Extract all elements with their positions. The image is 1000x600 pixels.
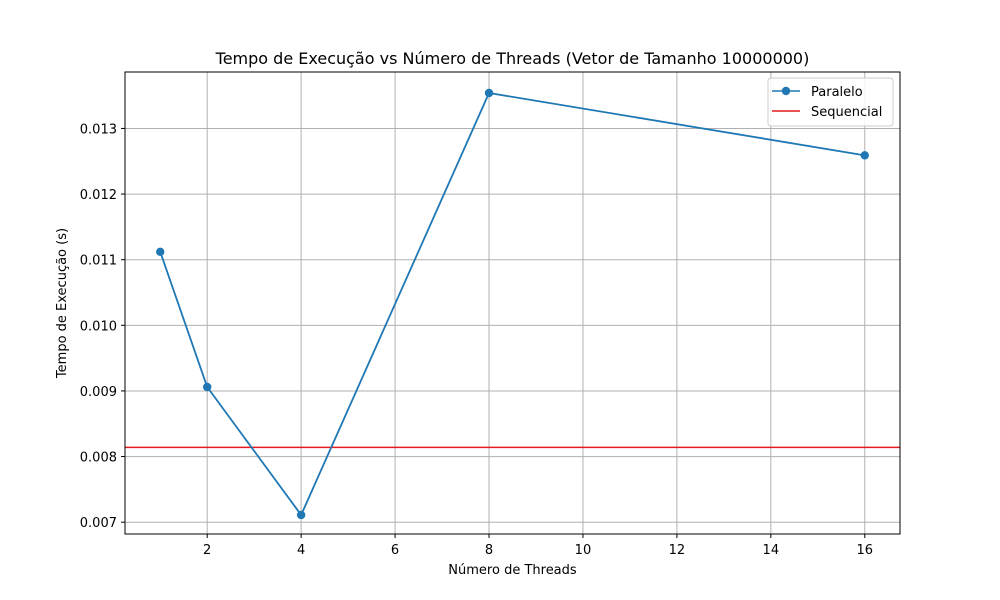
x-tick-label: 16 <box>856 543 873 558</box>
x-axis-ticks: 2 4 6 8 10 12 14 16 <box>203 534 873 558</box>
x-tick-label: 2 <box>203 543 211 558</box>
y-axis-ticks: 0.007 0.008 0.009 0.010 0.011 0.012 0.013 <box>80 122 125 531</box>
x-tick-label: 10 <box>575 543 592 558</box>
paralelo-point <box>296 510 306 520</box>
plot-frame <box>124 71 901 535</box>
legend-label-paralelo: Paralelo <box>811 85 863 100</box>
x-tick-label: 12 <box>669 543 686 558</box>
y-tick-label: 0.010 <box>80 319 117 334</box>
y-tick-label: 0.007 <box>80 516 117 531</box>
y-tick-label: 0.009 <box>80 385 117 400</box>
legend: Paralelo Sequencial <box>767 77 894 127</box>
y-tick-label: 0.013 <box>80 122 117 137</box>
legend-label-sequencial: Sequencial <box>811 105 882 120</box>
legend-box <box>767 77 894 127</box>
x-tick-label: 8 <box>485 543 493 558</box>
y-axis-label: Tempo de Execução (s) <box>55 228 70 379</box>
y-tick-label: 0.011 <box>80 254 117 269</box>
legend-marker-paralelo <box>781 86 791 96</box>
y-tick-label: 0.008 <box>80 451 117 466</box>
paralelo-point <box>860 151 869 160</box>
x-tick-label: 6 <box>391 543 399 558</box>
x-tick-label: 4 <box>297 543 305 558</box>
chart-title: Tempo de Execução vs Número de Threads (… <box>215 49 810 68</box>
series-layer <box>125 88 900 520</box>
y-tick-label: 0.012 <box>80 188 117 203</box>
grid <box>125 72 900 534</box>
paralelo-point <box>484 88 494 98</box>
x-tick-label: 14 <box>763 543 780 558</box>
x-axis-label: Número de Threads <box>448 563 577 578</box>
paralelo-point <box>202 382 212 392</box>
paralelo-point <box>156 247 165 257</box>
